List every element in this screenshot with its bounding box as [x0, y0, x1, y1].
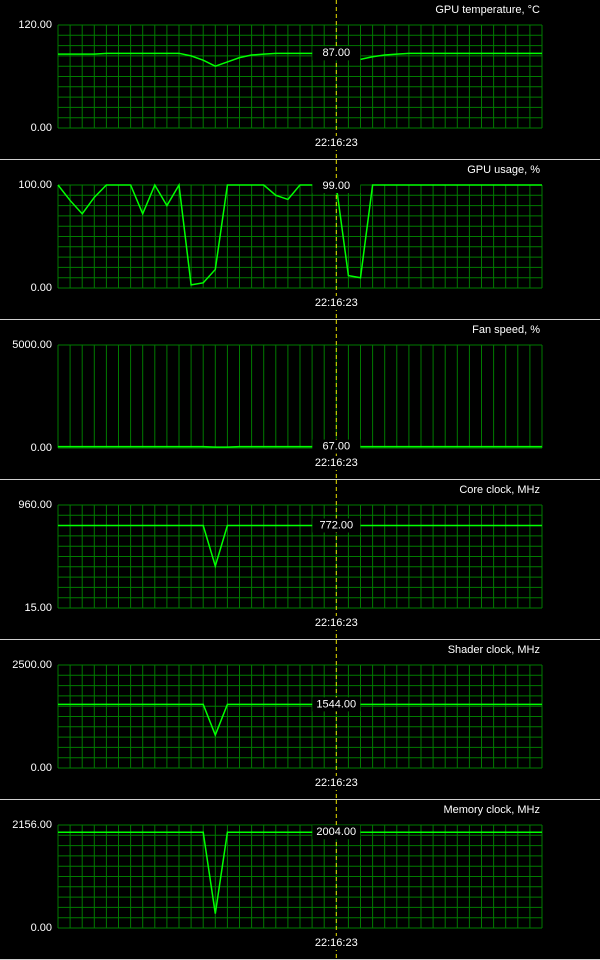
value-label-bg [312, 697, 361, 712]
series-line [58, 524, 542, 569]
panel-title: Fan speed, % [472, 324, 540, 336]
panel: 0.00 120.00 GPU temperature, °C 22:16:23 87.… [0, 0, 600, 160]
value-label-bg [312, 825, 361, 840]
y-tick-label: 100.00 [18, 179, 52, 191]
time-label: 22:16:23 [315, 137, 358, 149]
time-label: 22:16:23 [315, 297, 358, 309]
value-label-bg [312, 439, 361, 454]
panel-title: Core clock, MHz [459, 484, 540, 496]
value-label: 772.00 [319, 519, 353, 531]
time-label: 22:16:23 [315, 457, 358, 469]
y-tick-label: 0.00 [31, 442, 52, 454]
y-tick-label: 0.00 [31, 122, 52, 134]
value-label: 99.00 [323, 180, 351, 192]
series-line [58, 52, 542, 68]
value-label-bg [312, 518, 361, 533]
series-line [57, 182, 542, 286]
y-tick-label: 120.00 [18, 19, 52, 31]
panel: 0.00 2500.00 Shader clock, MHz 22:16:23 1544… [0, 640, 600, 800]
value-label-bg [312, 179, 361, 194]
panel-title: GPU usage, % [467, 164, 540, 176]
time-label-bg [309, 936, 364, 950]
time-label: 22:16:23 [315, 937, 358, 949]
y-tick-label: 15.00 [24, 602, 52, 614]
y-tick-label: 0.00 [31, 922, 52, 934]
series-line [58, 831, 542, 914]
y-tick-label: 5000.00 [12, 339, 52, 351]
y-tick-label: 0.00 [31, 762, 52, 774]
series-line [58, 445, 542, 448]
panel: 0.00 2156.00 Memory clock, MHz 22:16:23 2004… [0, 800, 600, 960]
time-label: 22:16:23 [315, 777, 358, 789]
panel: 0.00 100.00 GPU usage, % 22:16:23 99.00 [0, 160, 600, 320]
y-tick-label: 2156.00 [12, 819, 52, 831]
panel-title: Shader clock, MHz [448, 644, 540, 656]
value-label: 87.00 [323, 47, 351, 59]
time-label-bg [309, 776, 364, 790]
value-label: 2004.00 [316, 826, 356, 838]
time-label-bg [309, 616, 364, 630]
series-line [58, 703, 542, 738]
value-label: 67.00 [323, 441, 351, 453]
value-label: 1544.00 [316, 698, 356, 710]
time-label-bg [309, 136, 364, 150]
time-label: 22:16:23 [315, 617, 358, 629]
time-label-bg [309, 456, 364, 470]
y-tick-label: 960.00 [18, 499, 52, 511]
y-tick-label: 2500.00 [12, 659, 52, 671]
value-label-bg [312, 46, 361, 61]
panel: 15.00 960.00 Core clock, MHz 22:16:23 772.00 [0, 480, 600, 640]
panel: 0.00 5000.00 Fan speed, % 22:16:23 67.00 [0, 320, 600, 480]
panel-title: GPU temperature, °C [435, 4, 540, 16]
panel-title: Memory clock, MHz [443, 804, 540, 816]
time-label-bg [309, 296, 364, 310]
y-tick-label: 0.00 [31, 282, 52, 294]
